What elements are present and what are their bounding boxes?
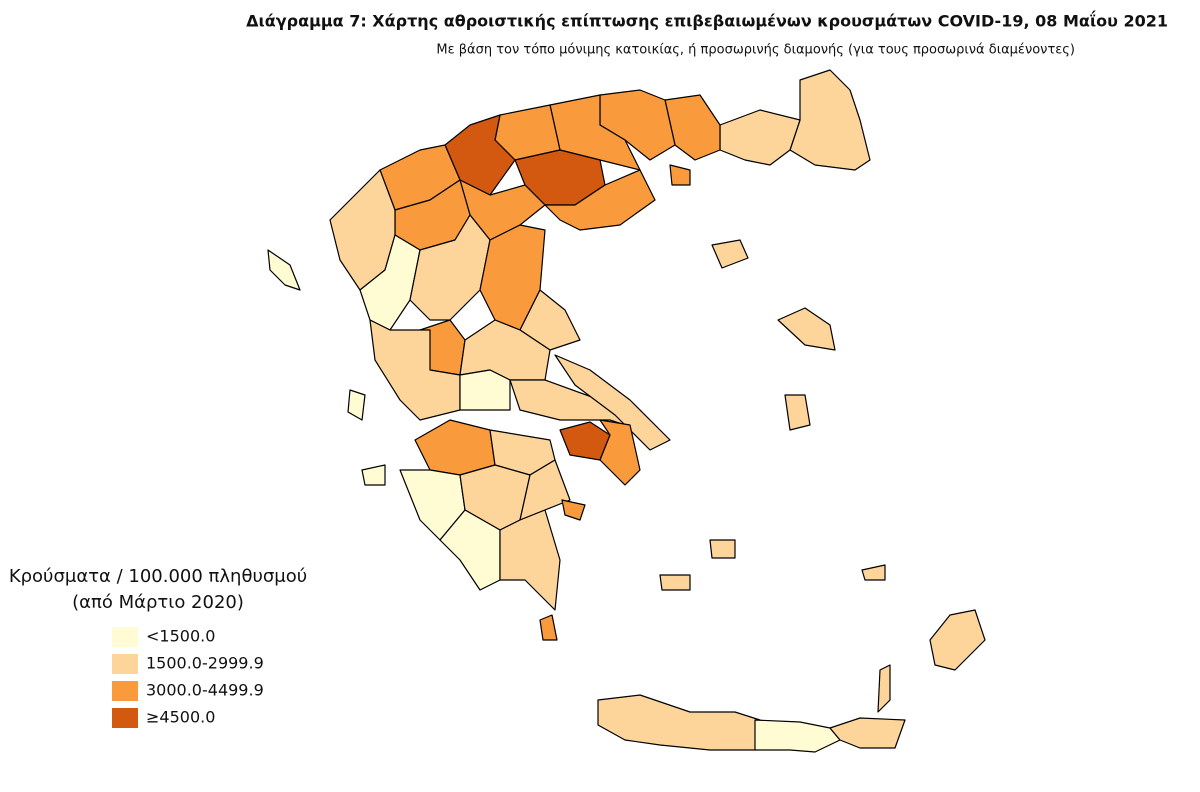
legend-label: 3000.0-4499.9 <box>146 681 264 700</box>
region <box>561 499 586 521</box>
title: Διάγραμμα 7: Χάρτης αθροιστικής επίπτωση… <box>246 11 1168 31</box>
region <box>554 354 671 451</box>
region <box>499 509 561 611</box>
legend-title: (από Μάρτιο 2020) <box>72 592 244 613</box>
region <box>861 564 886 581</box>
region <box>599 419 641 486</box>
legend-swatch <box>112 627 138 647</box>
legend-label: ≥4500.0 <box>146 708 215 727</box>
region <box>777 307 836 351</box>
legend-label: 1500.0-2999.9 <box>146 654 264 673</box>
legend-swatch <box>112 708 138 728</box>
region <box>829 717 906 749</box>
region <box>877 664 891 713</box>
region <box>544 169 656 231</box>
region <box>711 239 749 269</box>
legend: <1500.0 1500.0-2999.9 3000.0-4499.9 ≥4500.0 <box>112 627 264 728</box>
region <box>267 249 301 291</box>
legend-title: Κρούσματα / 100.000 πληθυσμού <box>9 566 307 587</box>
region <box>784 394 811 431</box>
legend-label: <1500.0 <box>146 627 215 646</box>
region <box>459 369 511 411</box>
region <box>754 719 841 753</box>
region <box>539 614 558 641</box>
region <box>664 94 721 161</box>
legend-swatch <box>112 654 138 674</box>
region <box>709 539 736 559</box>
region <box>669 164 691 186</box>
greece-map <box>267 69 986 753</box>
subtitle: Με βάση τον τόπο μόνιμης κατοικίας, ή πρ… <box>436 43 1075 58</box>
region <box>361 464 386 486</box>
region <box>519 459 571 521</box>
region <box>789 69 871 171</box>
region <box>929 609 986 671</box>
region <box>347 389 366 421</box>
region <box>659 574 691 591</box>
region <box>719 109 801 166</box>
region <box>597 694 761 751</box>
region <box>414 419 496 476</box>
legend-swatch <box>112 681 138 701</box>
